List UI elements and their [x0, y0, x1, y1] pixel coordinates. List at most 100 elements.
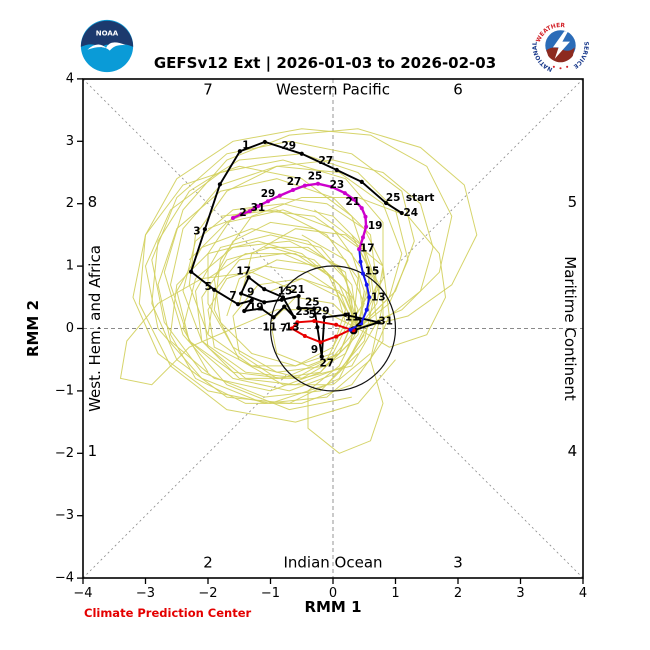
ensemble-member	[169, 209, 384, 404]
day-label: 3	[193, 225, 200, 237]
observed-trajectory-point	[343, 312, 348, 317]
forecast-trajectory-2-point	[364, 224, 369, 229]
ensemble-member	[169, 165, 403, 392]
phase-label-7: 7	[203, 81, 213, 99]
observed-trajectory-point	[296, 293, 301, 299]
day-label: 17	[360, 242, 375, 254]
ensemble-member	[269, 278, 359, 367]
day-label: 27	[319, 358, 334, 370]
forecast-trajectory-2-point	[357, 247, 362, 252]
noaa-logo-text: NOAA	[96, 30, 119, 38]
forecast-trajectory-2-point	[291, 187, 295, 192]
day-label: 17	[236, 265, 251, 277]
observed-trajectory-point	[312, 306, 317, 311]
x-tick-label: 3	[516, 586, 524, 601]
phase-guides	[82, 78, 584, 579]
day-label: 29	[261, 188, 276, 200]
phase-label-3: 3	[453, 554, 463, 572]
day-label: 21	[290, 284, 305, 296]
forecast-trajectory-2-point	[363, 214, 368, 219]
forecast-trajectory-0-point	[334, 322, 339, 327]
day-label: 24	[403, 207, 418, 219]
ensemble-member	[207, 253, 359, 367]
region-label: Indian Ocean	[283, 554, 382, 572]
y-tick-label: 3	[66, 134, 74, 149]
x-tick-label: −3	[136, 586, 155, 601]
observed-trajectory-point	[271, 315, 276, 320]
ensemble-member	[151, 153, 409, 404]
y-tick-label: 2	[66, 196, 74, 211]
x-tick-label: 0	[329, 586, 337, 601]
forecast-trajectory-2-point	[247, 209, 252, 214]
observed-trajectory-point	[239, 291, 244, 296]
observed-trajectory-point	[376, 320, 381, 325]
x-axis-title: RMM 1	[304, 598, 361, 616]
x-tick-label: −1	[261, 586, 280, 601]
region-label: West. Hem. and Africa	[86, 245, 104, 412]
noaa-gull-icon	[87, 42, 126, 51]
noaa-logo: NOAA	[80, 19, 134, 73]
region-label: Maritime Continent	[561, 256, 579, 401]
ensemble-member	[119, 271, 359, 386]
day-label: 2	[355, 317, 362, 329]
day-label: 2	[239, 207, 246, 219]
nws-logo: NATIONAL WEATHER SERVICE	[532, 17, 589, 72]
region-label: Western Pacific	[276, 81, 390, 99]
phase-label-2: 2	[203, 554, 213, 572]
day-label: 27	[287, 176, 302, 188]
observed-trajectory-point	[299, 151, 304, 156]
observed-trajectory-point	[262, 287, 267, 292]
observed-trajectory-point	[246, 275, 251, 280]
forecast-trajectory-2	[231, 181, 369, 252]
forecast-trajectory-1-point	[358, 259, 363, 264]
forecast-trajectory-2-point	[302, 183, 307, 188]
y-tick-label: 1	[66, 259, 74, 274]
day-label: 31	[251, 202, 266, 214]
day-label: 15	[278, 285, 293, 297]
ensemble-member	[188, 209, 372, 386]
observed-trajectory-point	[202, 227, 207, 232]
nws-stars	[552, 65, 569, 70]
forecast-trajectory-2-point	[351, 197, 356, 202]
forecast-trajectory-0-point	[295, 320, 300, 325]
forecast-trajectory-1-point	[348, 327, 353, 332]
day-label: 19	[368, 220, 383, 232]
day-label: 5	[309, 309, 316, 321]
day-label: 25	[308, 171, 323, 183]
day-label: 7	[280, 323, 287, 335]
phase-label-8: 8	[88, 193, 98, 211]
credit-text: Climate Prediction Center	[84, 606, 252, 620]
ensemble-member	[188, 159, 434, 379]
day-label: 25	[305, 297, 320, 309]
day-label: 21	[345, 196, 360, 208]
observed-trajectory-point	[262, 139, 267, 145]
observed-trajectory-point	[212, 287, 217, 292]
observed-trajectory-point	[189, 269, 194, 274]
ensemble-member	[207, 196, 384, 373]
forecast-trajectory-1-point	[364, 307, 369, 312]
phase-label-6: 6	[453, 81, 463, 99]
observed-trajectory-point	[399, 210, 404, 216]
day-label: 15	[365, 266, 380, 278]
page-title: GEFSv12 Ext | 2026-01-03 to 2026-02-03	[153, 54, 497, 72]
day-label: 31	[378, 315, 393, 327]
observed-trajectory-point	[322, 315, 327, 320]
ensemble-member	[151, 140, 415, 398]
day-label: 27	[318, 155, 333, 167]
ensemble-member	[213, 197, 447, 386]
forecast-trajectory-2-point	[342, 191, 347, 196]
forecast-trajectory-1	[348, 247, 372, 332]
day-label: 23	[330, 179, 345, 191]
x-tick-label: 4	[579, 586, 587, 601]
day-label: start	[406, 192, 435, 204]
ensemble-member	[238, 228, 390, 454]
y-tick-label: −2	[55, 446, 74, 461]
day-label: 1	[242, 139, 249, 151]
forecast-trajectory-1-point	[364, 282, 369, 287]
y-tick-label: −1	[55, 383, 74, 398]
observed-trajectory-point	[259, 306, 264, 311]
unit-circle	[269, 265, 397, 392]
x-tick-label: −2	[198, 586, 217, 601]
